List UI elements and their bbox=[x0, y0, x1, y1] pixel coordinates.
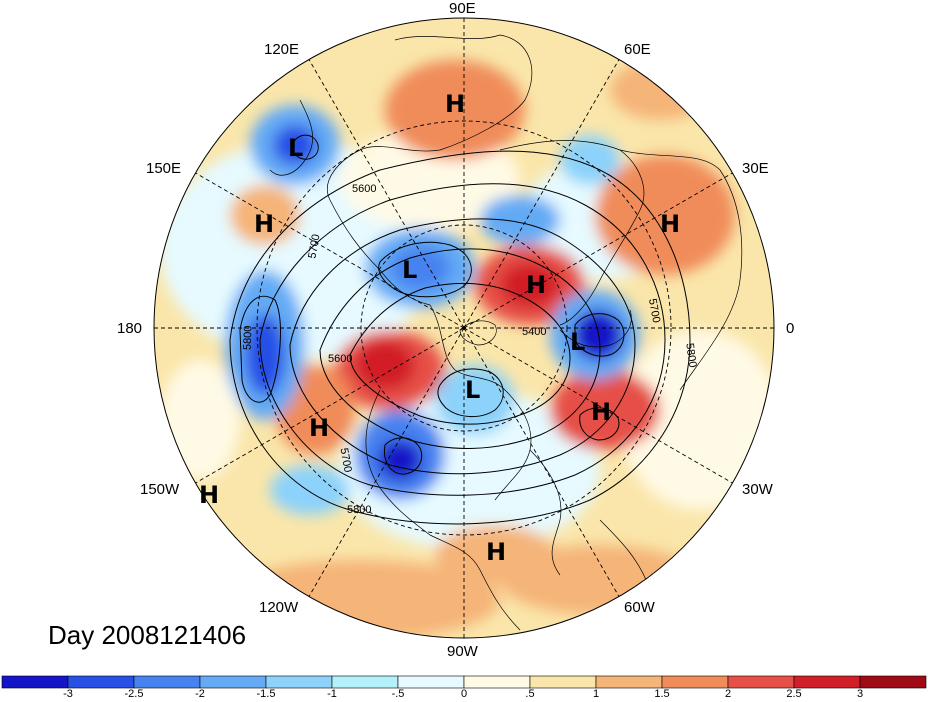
longitude-label-60w: 60W bbox=[624, 599, 655, 616]
colorbar-tick-label: 0 bbox=[460, 688, 468, 700]
colorbar-swatch bbox=[595, 675, 663, 689]
high-pressure-label: H bbox=[254, 210, 274, 238]
colorbar-swatch bbox=[727, 675, 795, 689]
longitude-label-0: 0 bbox=[786, 320, 795, 337]
high-pressure-label: H bbox=[660, 210, 680, 238]
day-label: Day 2008121406 bbox=[48, 620, 247, 650]
high-pressure-label: H bbox=[526, 271, 546, 299]
colorbar-tick-label: 1 bbox=[592, 688, 600, 700]
colorbar-swatch bbox=[463, 675, 531, 689]
colorbar-swatch bbox=[199, 675, 267, 689]
low-pressure-label: L bbox=[465, 376, 480, 404]
low-pressure-label: L bbox=[402, 256, 417, 284]
colorbar-tick-label: 2.5 bbox=[786, 688, 802, 700]
contour-label: 5700 bbox=[306, 233, 322, 259]
colorbar-swatch bbox=[331, 675, 399, 689]
colorbar-tick-label: 2 bbox=[724, 688, 732, 700]
contour-label: 5800 bbox=[242, 325, 255, 350]
low-pressure-label: L bbox=[288, 134, 303, 162]
colorbar-tick-label: -.5 bbox=[391, 688, 405, 700]
high-pressure-label: H bbox=[445, 90, 465, 118]
longitude-label-30w: 30W bbox=[742, 481, 773, 498]
high-pressure-label: H bbox=[591, 398, 611, 426]
colorbar-tick-label: -2 bbox=[195, 688, 205, 700]
colorbar-swatch bbox=[133, 675, 201, 689]
graticule bbox=[154, 18, 774, 638]
longitude-label-30e: 30E bbox=[742, 160, 769, 177]
high-pressure-label: H bbox=[309, 414, 329, 442]
colorbar-tick-label: -1 bbox=[327, 688, 337, 700]
high-pressure-label: H bbox=[199, 481, 219, 509]
colorbar-swatch bbox=[529, 675, 597, 689]
colorbar-tick-label: 3 bbox=[856, 688, 864, 700]
contour-label: 5700 bbox=[646, 298, 662, 324]
colorbar-swatch bbox=[793, 675, 861, 689]
longitude-label-150w: 150W bbox=[140, 481, 180, 498]
contour-label: 5400 bbox=[522, 326, 546, 338]
colorbar-swatch bbox=[397, 675, 465, 689]
colorbar-tick-label: -1.5 bbox=[256, 688, 276, 700]
colorbar-tick-label: -2.5 bbox=[124, 688, 144, 700]
colorbar-swatch bbox=[67, 675, 135, 689]
colorbar-tick-label: .5 bbox=[525, 688, 535, 700]
colorbar-swatch bbox=[1, 675, 69, 689]
colorbar-swatch bbox=[661, 675, 729, 689]
longitude-label-120e: 120E bbox=[264, 41, 300, 58]
colorbar-tick-label: -3 bbox=[63, 688, 73, 700]
colorbar-swatch bbox=[265, 675, 333, 689]
contour-label: 5800 bbox=[347, 504, 371, 516]
low-pressure-label: L bbox=[570, 328, 585, 356]
longitude-label-90w: 90W bbox=[447, 643, 478, 660]
longitude-label-150e: 150E bbox=[146, 160, 182, 177]
high-pressure-label: H bbox=[486, 538, 506, 566]
colorbar bbox=[1, 675, 927, 689]
contour-label: 5600 bbox=[352, 183, 376, 195]
contour-label: 5800 bbox=[683, 342, 698, 368]
colorbar-swatch bbox=[859, 675, 927, 689]
contour-label: 5600 bbox=[328, 353, 352, 365]
colorbar-tick-label: 1.5 bbox=[654, 688, 670, 700]
contour-label: 5700 bbox=[338, 447, 354, 473]
longitude-label-90e: 90E bbox=[449, 0, 476, 17]
longitude-label-120w: 120W bbox=[259, 599, 299, 616]
longitude-label-180: 180 bbox=[117, 320, 143, 337]
longitude-label-60e: 60E bbox=[624, 41, 651, 58]
map-boundary bbox=[153, 17, 775, 639]
